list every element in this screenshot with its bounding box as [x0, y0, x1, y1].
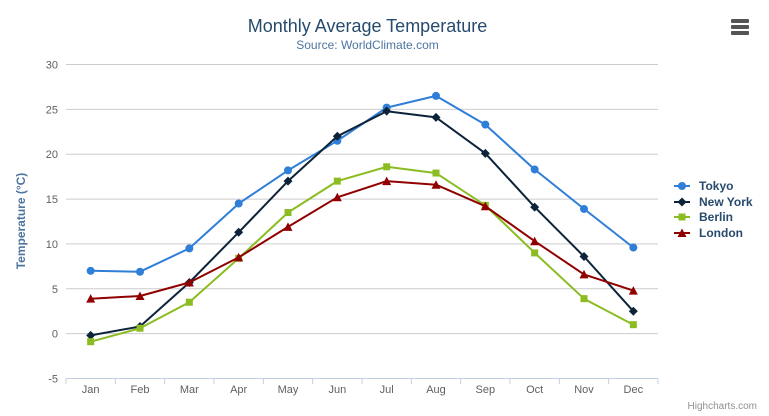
- data-point-diamond[interactable]: [283, 176, 293, 186]
- data-point-triangle[interactable]: [184, 278, 194, 287]
- data-point-triangle[interactable]: [234, 252, 244, 262]
- legend-label: New York: [699, 194, 753, 209]
- data-point-circle[interactable]: [629, 243, 638, 252]
- legend-marker-diamond-icon: [674, 197, 690, 207]
- export-menu-button[interactable]: [731, 19, 751, 37]
- chart-legend: Tokyo New York Berlin London: [674, 178, 753, 241]
- x-axis-label: Oct: [526, 384, 543, 396]
- x-axis-label: May: [278, 384, 299, 396]
- y-axis-labels: -5 0 5 10 15 20 25 30: [46, 60, 58, 386]
- y-axis-label: 5: [52, 284, 58, 296]
- data-point-diamond[interactable]: [480, 148, 490, 158]
- series-line[interactable]: [90, 165, 634, 343]
- data-point-circle[interactable]: [136, 267, 144, 276]
- data-point-square[interactable]: [284, 209, 292, 217]
- hamburger-icon: [731, 19, 749, 23]
- legend-label: London: [699, 225, 743, 240]
- x-axis-label: Apr: [230, 384, 247, 396]
- x-axis-label: Dec: [624, 384, 644, 396]
- data-point-triangle[interactable]: [579, 269, 589, 279]
- hamburger-icon: [731, 25, 749, 29]
- hamburger-icon: [731, 31, 749, 35]
- data-point-diamond[interactable]: [332, 131, 342, 141]
- data-point-triangle[interactable]: [86, 294, 96, 303]
- series-line[interactable]: [90, 110, 635, 337]
- data-point-circle[interactable]: [86, 266, 95, 275]
- chart-title: Monthly Average Temperature: [247, 16, 488, 36]
- series-line[interactable]: [90, 94, 634, 273]
- x-axis-labels: Jan Feb Mar Apr May Jun Jul Aug Sep Oct Nov Dec: [82, 384, 644, 396]
- series-tokyo[interactable]: [86, 91, 638, 276]
- data-point-triangle[interactable]: [628, 286, 638, 295]
- y-axis-label: 0: [52, 329, 58, 341]
- data-point-square[interactable]: [333, 177, 341, 185]
- x-axis-label: Jan: [82, 384, 100, 396]
- legend-marker-circle-icon: [674, 181, 690, 190]
- y-axis-label: 25: [46, 104, 58, 116]
- yaxis-title: Temperature (°C): [14, 172, 28, 270]
- x-axis-label: Jul: [380, 384, 394, 396]
- data-point-diamond[interactable]: [579, 251, 589, 261]
- y-axis-label: 15: [46, 194, 58, 206]
- data-point-diamond[interactable]: [234, 227, 244, 237]
- data-point-square[interactable]: [87, 338, 95, 346]
- data-point-square[interactable]: [629, 321, 637, 329]
- data-point-diamond[interactable]: [382, 106, 392, 116]
- data-point-circle[interactable]: [432, 91, 440, 100]
- x-axis-label: Nov: [574, 384, 594, 396]
- data-point-diamond[interactable]: [431, 112, 441, 122]
- legend-item-tokyo[interactable]: Tokyo: [674, 178, 753, 194]
- legend-marker-triangle-icon: [674, 228, 690, 237]
- data-point-circle[interactable]: [530, 165, 539, 174]
- data-point-circle[interactable]: [185, 244, 194, 253]
- legend-label: Tokyo: [699, 178, 734, 193]
- data-point-triangle[interactable]: [431, 180, 441, 189]
- data-point-triangle[interactable]: [332, 192, 342, 202]
- data-point-square[interactable]: [136, 324, 144, 332]
- legend-label: Berlin: [699, 210, 734, 225]
- data-point-triangle[interactable]: [135, 291, 145, 300]
- series-new-york[interactable]: [86, 106, 638, 340]
- x-axis-label: Mar: [180, 384, 199, 396]
- credits-link[interactable]: Highcharts.com: [687, 401, 757, 412]
- series-line[interactable]: [90, 180, 634, 300]
- x-axis-label: Aug: [426, 384, 446, 396]
- chart-subtitle: Source: WorldClimate.com: [296, 38, 439, 52]
- x-axis-label: Sep: [476, 384, 496, 396]
- data-point-triangle[interactable]: [530, 236, 540, 246]
- data-point-circle[interactable]: [234, 199, 243, 208]
- legend-item-london[interactable]: London: [674, 225, 753, 241]
- y-axis-label: -5: [48, 374, 58, 386]
- data-point-square[interactable]: [580, 295, 588, 303]
- data-point-circle[interactable]: [580, 204, 588, 213]
- x-axis: [65, 378, 659, 384]
- y-axis-label: 10: [46, 239, 58, 251]
- legend-item-new-york[interactable]: New York: [674, 194, 753, 210]
- data-point-diamond[interactable]: [628, 306, 638, 316]
- data-point-square[interactable]: [432, 169, 440, 177]
- series-london[interactable]: [86, 176, 638, 303]
- data-point-triangle[interactable]: [283, 222, 293, 231]
- data-point-square[interactable]: [185, 298, 193, 306]
- data-point-triangle[interactable]: [480, 201, 490, 211]
- data-point-circle[interactable]: [481, 120, 490, 129]
- legend-marker-square-icon: [674, 213, 690, 221]
- data-point-circle[interactable]: [284, 166, 292, 175]
- data-point-diamond[interactable]: [530, 202, 540, 212]
- legend-item-berlin[interactable]: Berlin: [674, 209, 753, 225]
- data-point-triangle[interactable]: [382, 176, 392, 186]
- data-point-square[interactable]: [383, 163, 391, 171]
- data-point-square[interactable]: [531, 249, 539, 257]
- x-axis-label: Jun: [328, 384, 346, 396]
- data-point-diamond[interactable]: [86, 330, 96, 340]
- x-axis-label: Feb: [131, 384, 150, 396]
- grid-lines: [66, 64, 658, 335]
- y-axis-label: 30: [46, 60, 58, 72]
- y-axis-label: 20: [46, 149, 58, 161]
